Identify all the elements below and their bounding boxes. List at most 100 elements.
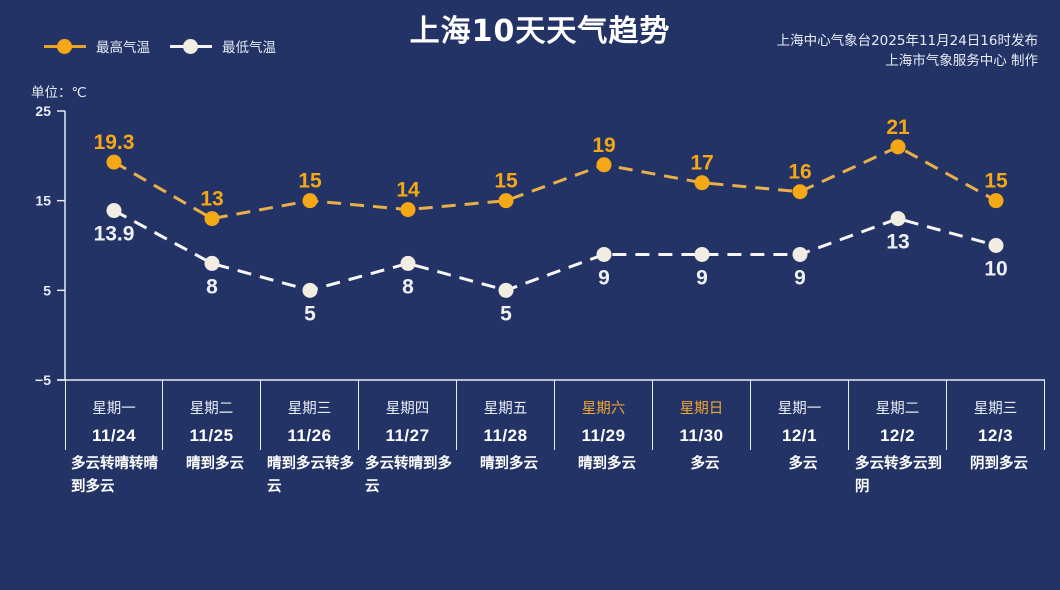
low-temp-label: 9 — [598, 266, 610, 289]
y-tick-label: 15 — [35, 193, 51, 209]
low-temp-line — [113, 209, 997, 292]
low-temp-point — [204, 255, 220, 271]
weather-description: 晴到多云 — [186, 456, 244, 472]
legend-label-low: 最低气温 — [222, 40, 276, 56]
weather-description: 多云转晴到多云 — [365, 456, 452, 495]
date-label: 12/1 — [781, 426, 818, 445]
low-temp-point — [596, 246, 612, 262]
date-label: 11/27 — [385, 426, 430, 445]
low-temp-label: 8 — [206, 275, 218, 298]
high-temp-point — [204, 211, 220, 227]
high-temp-marker-icon — [44, 39, 86, 54]
high-temp-label: 19.3 — [94, 131, 135, 154]
high-temp-label: 15 — [494, 170, 518, 193]
date-header-row: 星期一 11/24 星期二 11/25 星期三 11/26 星期四 11/27 星期五 11/28… — [65, 380, 1045, 450]
high-temp-point — [988, 193, 1004, 209]
weather-description: 多云转多云到阴 — [855, 456, 942, 495]
weather-description: 多云 — [788, 456, 818, 472]
weather-description: 多云 — [690, 456, 720, 472]
high-temp-label: 15 — [298, 170, 322, 193]
low-temp-point — [302, 282, 318, 298]
date-label: 11/29 — [581, 426, 626, 445]
day-column: 星期三 11/26 — [261, 380, 359, 450]
weather-description: 晴到多云 — [480, 456, 538, 472]
publisher-line-1: 上海中心气象台2025年11月24日16时发布 — [776, 33, 1038, 49]
low-temp-label: 10 — [984, 258, 1007, 281]
low-temp-point — [792, 246, 808, 262]
day-column: 星期一 11/24 — [65, 380, 163, 450]
high-temp-point — [498, 193, 514, 209]
y-tick-label: 5 — [43, 282, 51, 298]
day-column: 星期六 11/29 — [555, 380, 653, 450]
weather-description: 晴到多云 — [578, 456, 636, 472]
high-temp-label: 13 — [200, 188, 223, 211]
date-label: 11/25 — [189, 426, 234, 445]
low-temp-point — [988, 238, 1004, 253]
high-temp-point — [596, 157, 612, 173]
date-label: 11/30 — [679, 426, 724, 445]
weekday-label: 星期六 — [581, 401, 626, 417]
y-tick-label: −5 — [35, 372, 51, 388]
low-temp-label: 5 — [500, 302, 512, 325]
weekday-label: 星期二 — [875, 401, 920, 417]
weather-row: 多云转晴转晴到多云 晴到多云 晴到多云转多云 多云转晴到多云 晴到多云 晴到多云 多云 多云 多… — [65, 453, 1045, 499]
low-temp-marker-icon — [170, 39, 212, 54]
weekday-label: 星期四 — [385, 401, 430, 417]
weekday-label: 星期日 — [679, 401, 724, 417]
day-column: 星期二 12/2 — [849, 380, 947, 450]
weekday-label: 星期二 — [189, 401, 234, 417]
weather-description: 多云转晴转晴到多云 — [71, 456, 158, 495]
legend-item-low: 最低气温 — [170, 36, 276, 56]
low-temp-point — [106, 203, 122, 219]
date-label: 11/24 — [91, 426, 137, 445]
weekday-label: 星期一 — [777, 401, 822, 417]
low-temp-point — [890, 211, 906, 227]
high-temp-line — [113, 145, 997, 221]
date-label: 12/2 — [879, 426, 916, 445]
weekday-label: 星期五 — [483, 401, 528, 417]
day-column: 星期五 11/28 — [457, 380, 555, 450]
day-column: 星期一 12/1 — [751, 380, 849, 450]
high-temp-label: 21 — [886, 116, 910, 139]
high-temp-point — [694, 175, 710, 191]
high-temp-label: 15 — [984, 170, 1008, 193]
day-column: 星期三 12/3 — [947, 380, 1045, 450]
date-label: 11/28 — [483, 426, 528, 445]
day-column: 星期日 11/30 — [653, 380, 751, 450]
high-temp-label: 14 — [396, 179, 420, 202]
unit-label: 单位：℃ — [31, 85, 87, 101]
day-column: 星期二 11/25 — [163, 380, 261, 450]
publisher-info: 上海中心气象台2025年11月24日16时发布 上海市气象服务中心 制作 — [777, 31, 1038, 71]
low-temp-point — [400, 255, 416, 271]
weekday-label: 星期三 — [287, 401, 332, 417]
day-column: 星期四 11/27 — [359, 380, 457, 450]
weekday-label: 星期一 — [92, 401, 136, 417]
low-temp-label: 8 — [402, 275, 414, 298]
high-temp-point — [106, 154, 122, 170]
low-temp-label: 13.9 — [94, 223, 135, 246]
high-temp-point — [792, 184, 808, 200]
high-temp-label: 19 — [592, 134, 615, 157]
date-label: 12/3 — [977, 426, 1014, 445]
chart-title: 上海10天天气趋势 — [409, 14, 671, 49]
weather-description: 阴到多云 — [970, 456, 1028, 472]
legend: 最高气温 最低气温 — [44, 36, 296, 56]
low-temp-label: 13 — [886, 231, 909, 254]
weekday-label: 星期三 — [973, 401, 1018, 417]
low-temp-label: 5 — [304, 302, 316, 325]
date-label: 11/26 — [287, 426, 332, 445]
legend-label-high: 最高气温 — [96, 40, 150, 56]
low-temp-point — [498, 282, 514, 298]
legend-item-high: 最高气温 — [44, 36, 150, 56]
weather-description: 晴到多云转多云 — [267, 456, 354, 495]
high-temp-point — [400, 202, 416, 218]
high-temp-point — [302, 193, 318, 209]
high-temp-point — [890, 139, 906, 155]
high-temp-label: 16 — [788, 161, 811, 184]
publisher-line-2: 上海市气象服务中心 制作 — [885, 53, 1038, 69]
high-temp-label: 17 — [690, 152, 713, 175]
low-temp-point — [694, 246, 710, 262]
low-temp-label: 9 — [696, 266, 708, 289]
low-temp-label: 9 — [794, 266, 806, 289]
